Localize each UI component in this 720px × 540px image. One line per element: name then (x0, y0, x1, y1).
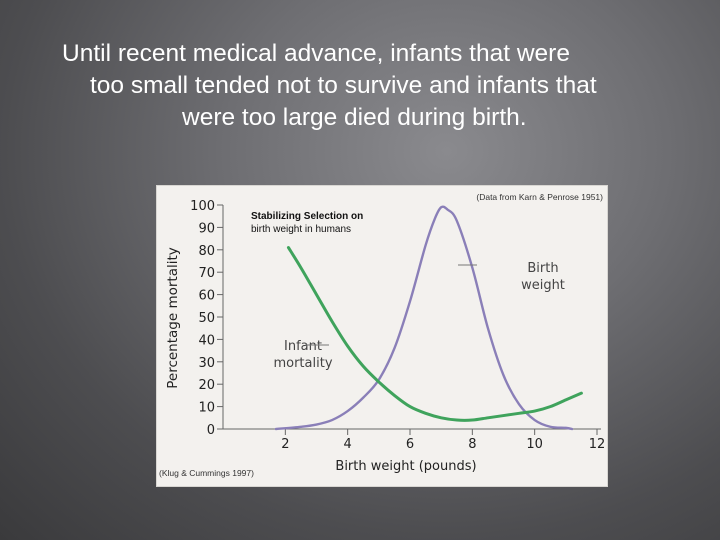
y-tick-label: 0 (207, 423, 215, 438)
body-line-2: too small tended not to survive and infa… (90, 72, 597, 99)
body-line-3: were too large died during birth. (182, 104, 527, 131)
birth-weight-label-line-2: weight (521, 278, 565, 293)
y-tick-label: 50 (198, 311, 215, 326)
x-tick-label: 8 (468, 437, 476, 452)
x-tick-label: 6 (406, 437, 414, 452)
y-tick-label: 100 (190, 199, 215, 214)
chart-title-line-2: birth weight in humans (251, 224, 351, 235)
mortality-chart: (Data from Karn & Penrose 1951) (Klug & … (159, 192, 605, 478)
y-axis-label: Percentage mortality (165, 247, 181, 389)
y-tick-label: 60 (198, 289, 215, 304)
infant-mortality-label-line-2: mortality (273, 356, 332, 371)
y-tick-label: 70 (198, 266, 215, 281)
x-tick-label: 4 (344, 437, 352, 452)
y-tick-label: 20 (198, 378, 215, 393)
x-tick-label: 10 (526, 437, 543, 452)
series-labels: Infant mortality Birth weight (273, 261, 564, 371)
x-tick-label: 12 (589, 437, 606, 452)
y-tick-label: 90 (198, 221, 215, 236)
birth-weight-label-line-1: Birth (527, 261, 558, 276)
slide-body-text: Until recent medical advance, infants th… (58, 38, 678, 134)
x-axis-label: Birth weight (pounds) (335, 459, 476, 474)
body-line-1: Until recent medical advance, infants th… (62, 40, 570, 67)
chart-title-line-1: Stabilizing Selection on (251, 211, 363, 222)
y-tick-label: 80 (198, 244, 215, 259)
chart-axes: 0 10 20 30 40 50 60 70 80 90 100 2 4 6 8 10 12 (190, 199, 605, 452)
y-tick-label: 10 (198, 401, 215, 416)
infant-mortality-label-line-1: Infant (284, 339, 322, 354)
source-top: (Data from Karn & Penrose 1951) (476, 192, 603, 202)
birth-weight-line (274, 205, 574, 431)
x-tick-label: 2 (281, 437, 289, 452)
y-tick-label: 40 (198, 333, 215, 348)
chart-figure: (Data from Karn & Penrose 1951) (Klug & … (157, 186, 607, 486)
source-bottom: (Klug & Cummings 1997) (159, 468, 254, 478)
infant-mortality-line (286, 246, 583, 422)
chart-series (274, 205, 583, 431)
y-tick-label: 30 (198, 356, 215, 371)
